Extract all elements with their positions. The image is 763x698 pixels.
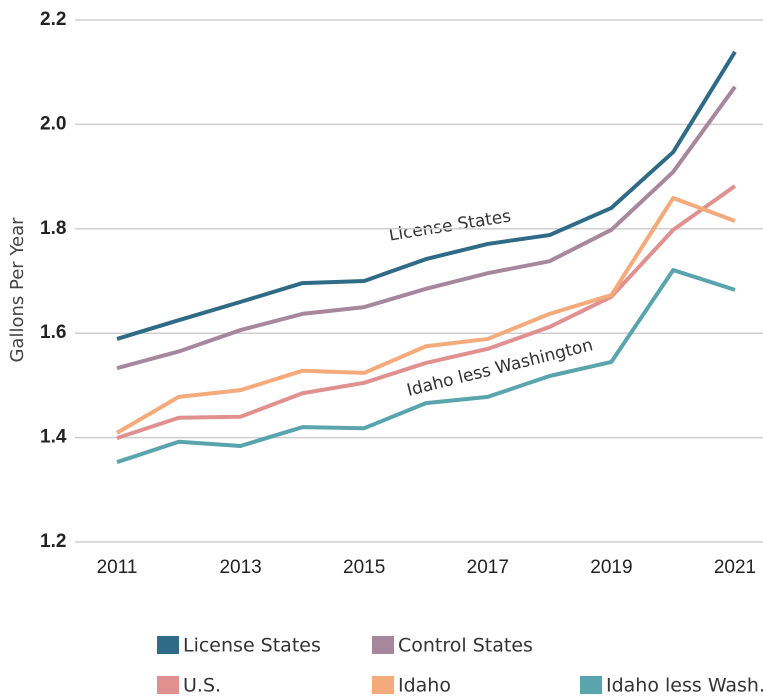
x-tick-label: 2013	[219, 557, 261, 578]
y-tick-label: 2.2	[40, 9, 66, 30]
legend-swatch	[157, 636, 179, 654]
series-line	[115, 196, 736, 435]
legend-swatch	[580, 676, 602, 694]
y-tick-label: 1.8	[40, 218, 66, 239]
x-tick-label: 2021	[714, 557, 756, 578]
y-tick-label: 1.4	[40, 427, 67, 448]
legend-swatch	[372, 636, 394, 654]
x-tick-label: 2017	[467, 557, 509, 578]
series-line	[116, 268, 736, 465]
legend-swatch	[157, 676, 179, 694]
annotation: License States	[388, 206, 513, 245]
legend-label: U.S.	[183, 675, 221, 697]
legend-label: License States	[183, 635, 321, 657]
series-line	[116, 184, 737, 441]
legend-label: Idaho less Wash.	[606, 675, 763, 697]
y-tick-label: 1.6	[40, 322, 66, 343]
y-tick-label: 1.2	[40, 531, 66, 552]
series-line	[116, 85, 737, 371]
series-line	[116, 50, 737, 341]
plot: 1.2 1.4 1.6 1.8 2.0 2.2 2011 2013 2015 2017 2019 20…	[40, 9, 763, 697]
y-axis-label: Gallons Per Year	[7, 217, 28, 363]
legend-label: Idaho	[398, 675, 451, 697]
x-tick-label: 2019	[590, 557, 632, 578]
legend-swatch	[372, 676, 394, 694]
legend-label: Control States	[398, 635, 533, 657]
x-tick-label: 2015	[343, 557, 385, 578]
x-tick-label: 2011	[97, 557, 138, 578]
y-tick-label: 2.0	[40, 113, 66, 134]
